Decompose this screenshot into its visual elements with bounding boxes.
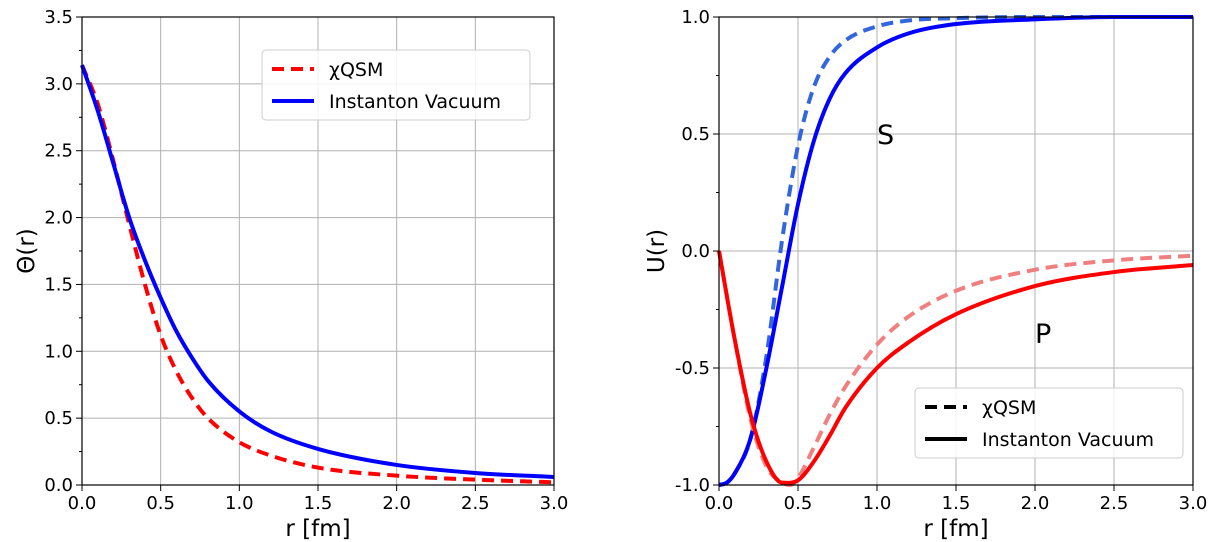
u-plot-x-tick-label: 2.5 — [1100, 493, 1129, 514]
theta-plot-legend-label: Instanton Vacuum — [329, 91, 501, 113]
u-plot-y-tick-label: -0.5 — [675, 358, 710, 379]
u-plot-legend-box — [914, 387, 1184, 459]
u-plot-x-tick-label: 0.0 — [705, 493, 734, 514]
u-plot-series-s-instanton-vacuum-line — [718, 14, 1193, 487]
u-plot-annotations: SP — [877, 120, 1051, 350]
theta-plot-y-tick-label: 3.0 — [44, 74, 73, 95]
u-plot-y-tick-label: 1.0 — [681, 7, 710, 28]
u-plot-legend-label: χQSM — [982, 397, 1036, 419]
theta-plot-y-tick-label: 1.5 — [44, 274, 73, 295]
theta-plot-y-tick-label: 0.5 — [44, 408, 73, 429]
u-plot-x-tick-label: 1.5 — [942, 493, 971, 514]
u-plot-series-p-instanton-vacuum-line — [717, 250, 1194, 485]
theta-plot-x-tick-label: 0.0 — [68, 493, 97, 514]
theta-plot-x-axis-title: r [fm] — [285, 516, 350, 542]
u-plot-y-tick-label: -1.0 — [675, 475, 710, 496]
u-plot-y-tick-label: 0.0 — [681, 241, 710, 262]
u-plot-x-tick-label: 0.5 — [784, 493, 813, 514]
u-plot-series — [717, 14, 1194, 487]
theta-plot-y-tick-label: 2.5 — [44, 141, 73, 162]
theta-plot-x-tick-label: 3.0 — [540, 493, 569, 514]
u-plot-x-tick-label: 3.0 — [1179, 493, 1208, 514]
theta-plot-y-axis-title: Θ(r) — [14, 228, 40, 274]
theta-plot-legend: χQSM Instanton Vacuum — [261, 49, 531, 121]
theta-plot-x-tick-label: 1.5 — [304, 493, 333, 514]
u-plot-annotation-label: S — [877, 120, 894, 151]
u-plot-x-ticks: 0.0 0.5 1.0 1.5 2.0 2.5 3.0 — [705, 485, 1208, 514]
theta-plot-x-tick-label: 0.5 — [146, 493, 175, 514]
theta-plot-series — [80, 64, 555, 485]
theta-plot-panel: 0.0 0.5 1.0 1.5 2.0 2.5 3.0 0.0 0.5 1.0 1.5 2.0 2.5… — [14, 7, 568, 542]
u-plot-y-axis-title: U(r) — [644, 229, 670, 273]
theta-plot-x-tick-label: 2.5 — [461, 493, 490, 514]
theta-plot-x-ticks: 0.0 0.5 1.0 1.5 2.0 2.5 3.0 — [68, 485, 569, 514]
u-plot-x-tick-label: 1.0 — [863, 493, 892, 514]
theta-plot-x-tick-label: 2.0 — [382, 493, 411, 514]
u-plot-y-tick-label: 0.5 — [681, 124, 710, 145]
theta-plot-x-tick-label: 1.0 — [225, 493, 254, 514]
theta-plot-y-tick-label: 0.0 — [44, 475, 73, 496]
theta-plot-y-tick-label: 3.5 — [44, 7, 73, 28]
theta-plot-y-ticks: 0.0 0.5 1.0 1.5 2.0 2.5 3.0 3.5 — [44, 7, 82, 496]
u-plot-annotation-label: P — [1035, 319, 1051, 350]
u-plot-x-tick-label: 2.0 — [1021, 493, 1050, 514]
theta-plot-legend-label: χQSM — [329, 59, 383, 81]
theta-plot-legend-box — [261, 49, 531, 121]
u-plot-x-axis-title: r [fm] — [923, 516, 988, 542]
theta-plot-y-tick-label: 2.0 — [44, 208, 73, 229]
u-plot-legend-label: Instanton Vacuum — [982, 429, 1154, 451]
u-plot-legend: χQSM Instanton Vacuum — [914, 387, 1184, 459]
theta-plot-y-tick-label: 1.0 — [44, 341, 73, 362]
u-plot-panel: 0.0 0.5 1.0 1.5 2.0 2.5 3.0 -1.0-0.50.00.51.0 … — [644, 7, 1207, 542]
theta-plot-series-instanton-vacuum-line — [80, 64, 555, 479]
u-plot-y-ticks: -1.0 -0.5 0.0 0.5 1.0 — [675, 7, 719, 496]
